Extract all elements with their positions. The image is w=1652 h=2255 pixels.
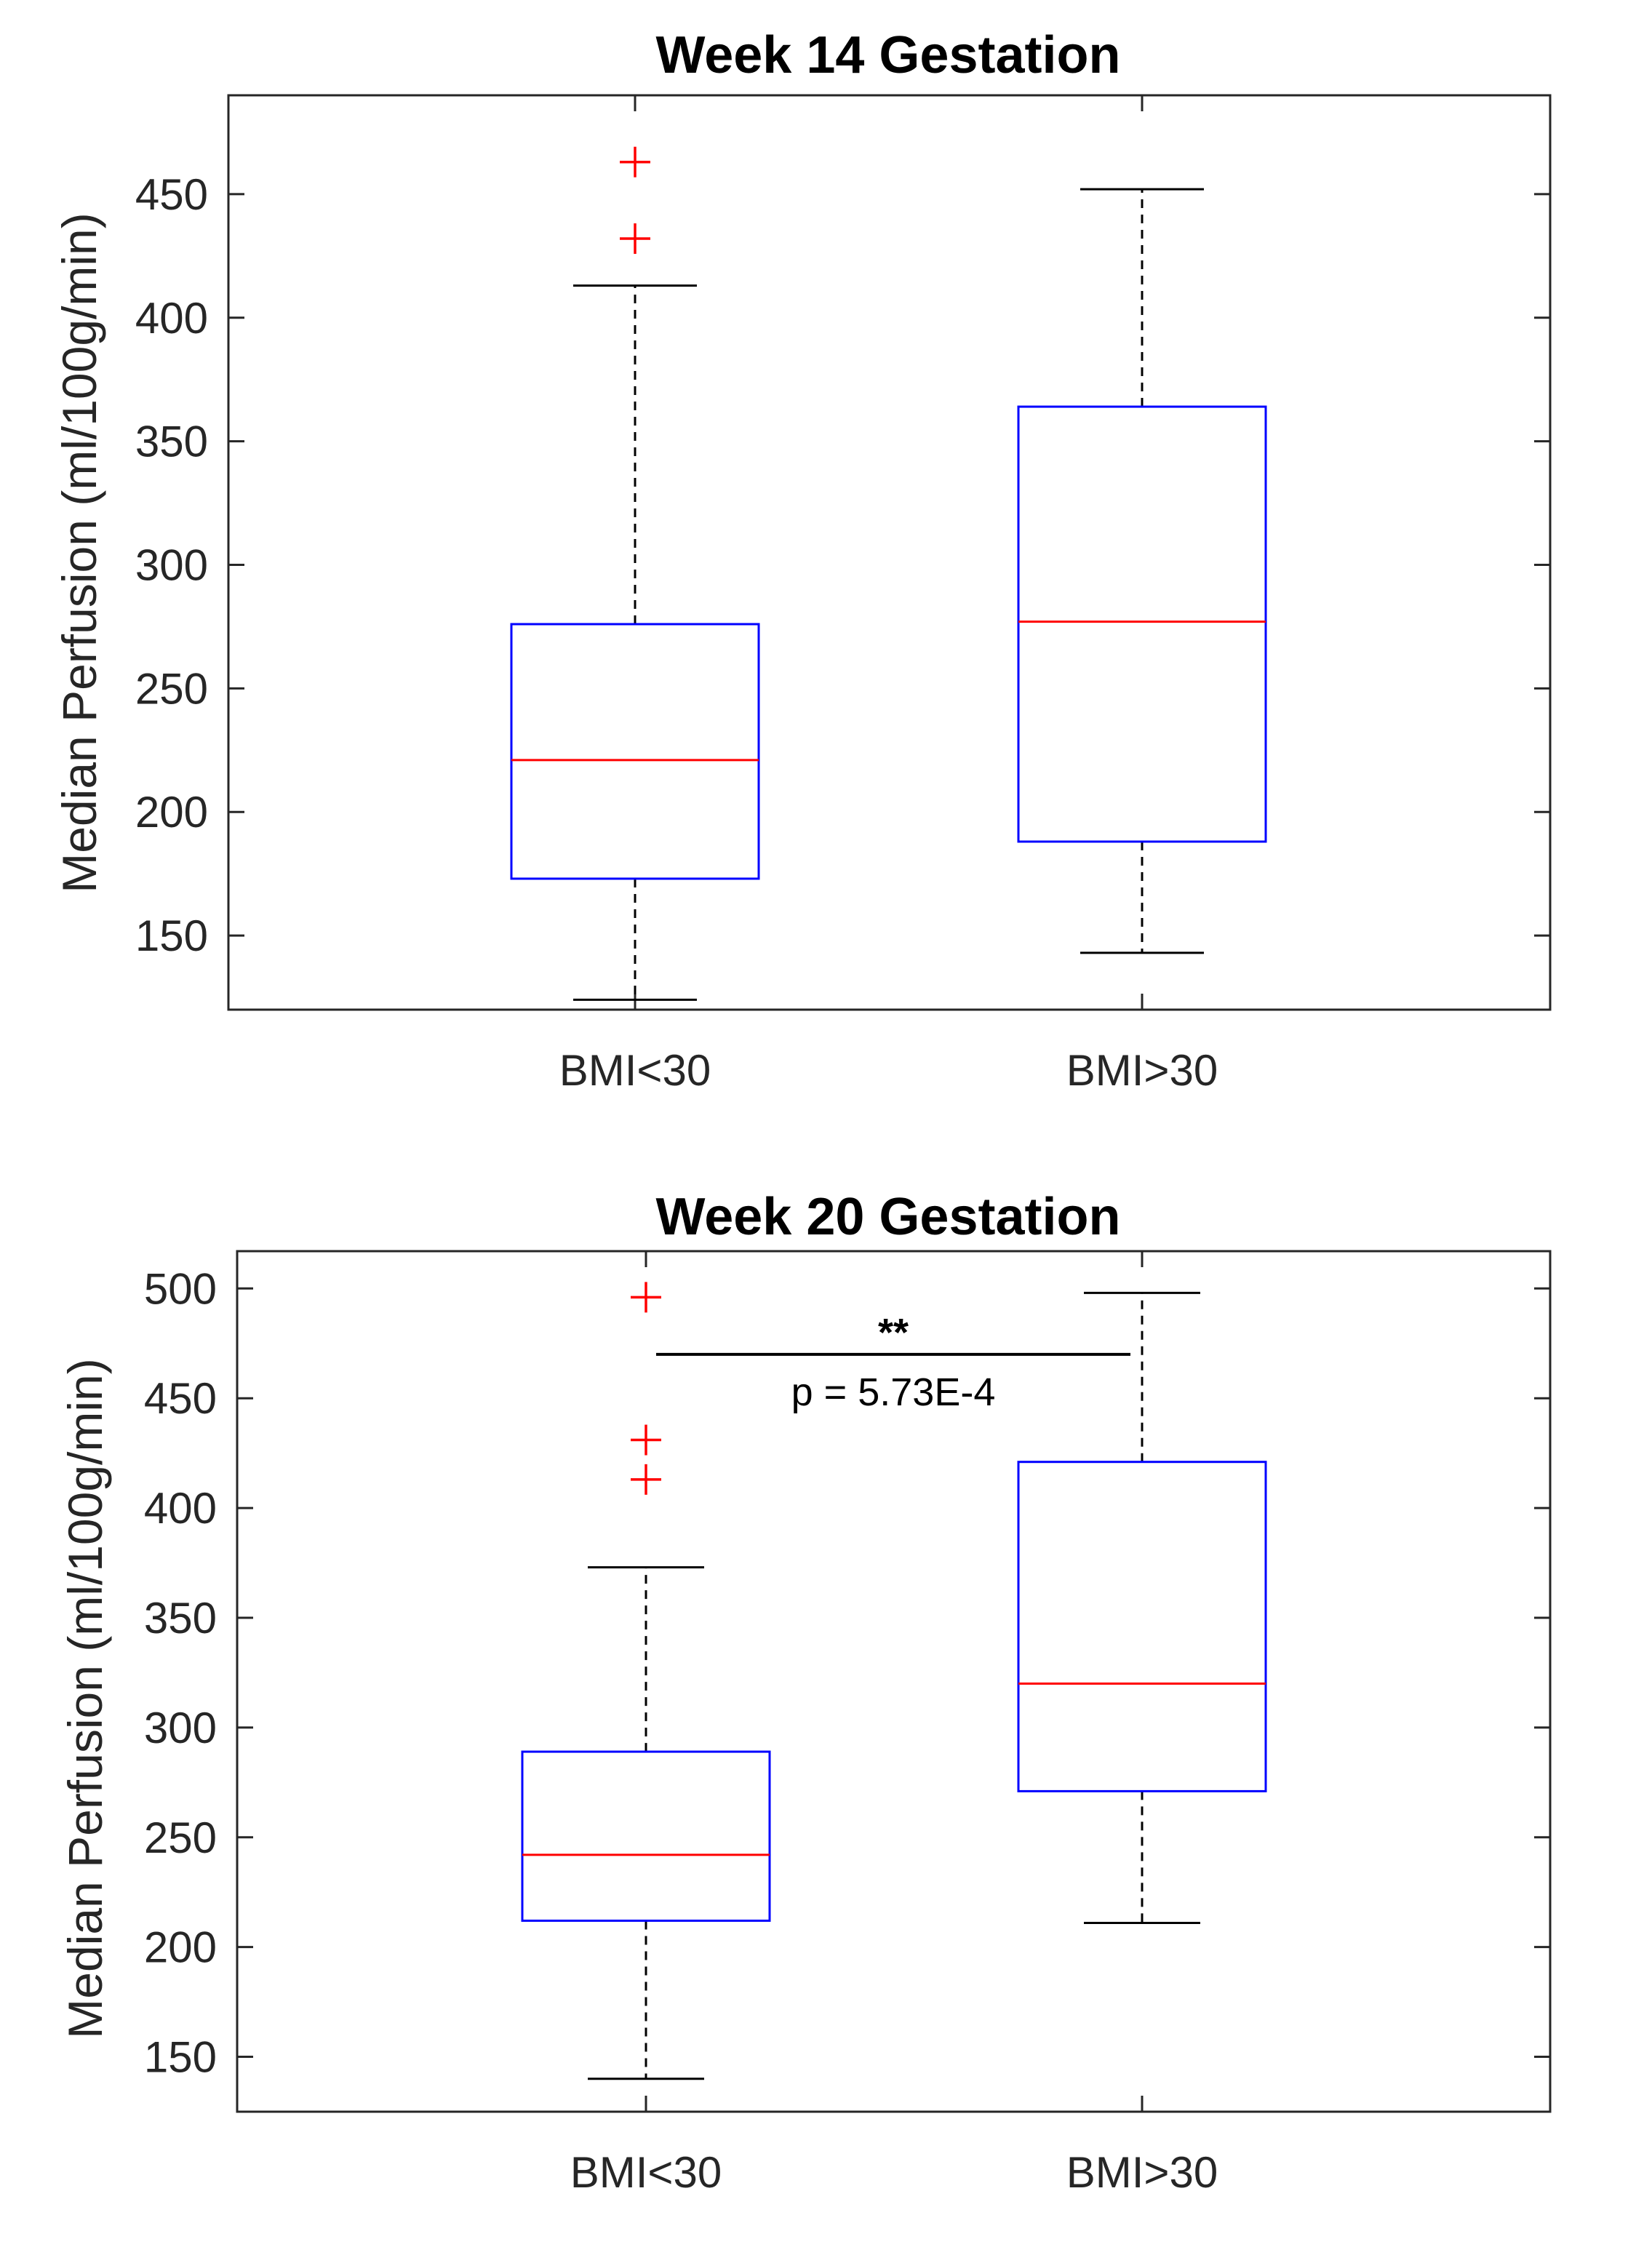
chart-title: Week 20 Gestation	[656, 1188, 1121, 1246]
iqr-box	[521, 1750, 771, 1922]
axes-frame	[236, 1250, 1552, 2113]
p-value-label: p = 5.73E-4	[791, 1370, 996, 1414]
x-tick-label: BMI>30	[1066, 2148, 1218, 2197]
box-bmi-30	[1017, 188, 1267, 954]
y-tick-label: 400	[135, 294, 208, 343]
significance-stars: **	[878, 1311, 909, 1354]
y-tick-label: 250	[144, 1813, 217, 1862]
y-tick-label: 300	[135, 540, 208, 589]
iqr-box	[510, 623, 760, 880]
y-tick-label: 200	[144, 1923, 217, 1972]
outlier-marker	[620, 146, 650, 177]
plot-area: 150 200 250 300 350 400 450 BMI<30 BMI>30	[135, 94, 1552, 1095]
axes-frame	[227, 94, 1552, 1011]
y-axis-label: Median Perfusion (ml/100g/min)	[58, 1358, 112, 2038]
box-bmi-30	[521, 1282, 771, 2080]
outlier-marker	[631, 1464, 661, 1495]
y-tick-label: 350	[144, 1594, 217, 1643]
outlier-marker	[631, 1282, 661, 1313]
iqr-box	[1017, 405, 1267, 843]
plot-area: 150 200 250 300 350 400 450 500 BMI<30 BMI>30 ** p …	[144, 1250, 1552, 2197]
y-tick-label: 250	[135, 664, 208, 713]
box-bmi-30	[510, 146, 760, 1001]
y-tick-label: 150	[144, 2033, 217, 2082]
chart-title: Week 14 Gestation	[656, 26, 1121, 84]
y-tick-label: 400	[144, 1484, 217, 1533]
x-tick-label: BMI<30	[559, 1046, 711, 1095]
y-tick-label: 450	[135, 170, 208, 219]
y-tick-label: 300	[144, 1704, 217, 1752]
iqr-box	[1017, 1461, 1267, 1792]
y-tick-label: 150	[135, 911, 208, 960]
y-tick-label: 350	[135, 418, 208, 466]
x-tick-label: BMI>30	[1066, 1046, 1218, 1095]
y-tick-label: 200	[135, 788, 208, 837]
y-axis-label: Median Perfusion (ml/100g/min)	[52, 212, 106, 893]
outlier-marker	[620, 223, 650, 255]
box-bmi-30	[1017, 1291, 1267, 1924]
x-tick-label: BMI<30	[570, 2148, 722, 2197]
week-20-panel: Week 20 Gestation Median Perfusion (ml/1…	[58, 1188, 1552, 2197]
y-tick-label: 500	[144, 1264, 217, 1313]
week-14-panel: Week 14 Gestation Median Perfusion (ml/1…	[52, 26, 1552, 1095]
y-tick-label: 450	[144, 1374, 217, 1423]
outlier-marker	[631, 1424, 661, 1456]
